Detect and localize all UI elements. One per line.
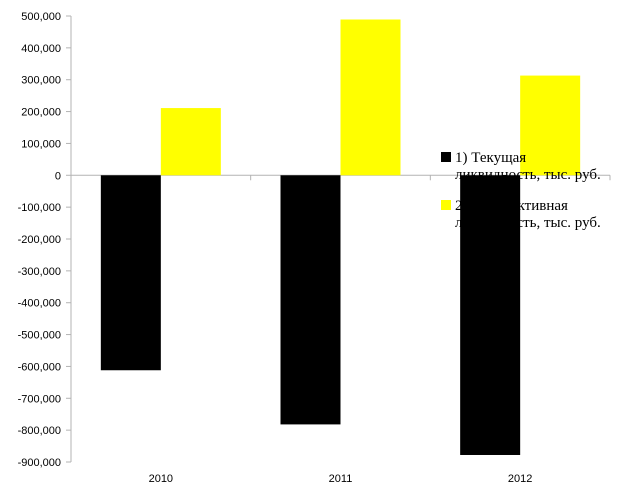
legend-label-1: 1) Текущая [455, 150, 526, 166]
y-tick-label: -300,000 [18, 266, 61, 278]
legend-label-1: ликвидность, тыс. руб. [455, 167, 601, 183]
y-tick-label: -900,000 [18, 457, 61, 469]
legend-swatch-1 [441, 152, 451, 162]
y-tick-label: -800,000 [18, 425, 61, 437]
y-tick-label: 200,000 [21, 107, 61, 119]
y-tick-label: 500,000 [21, 11, 61, 23]
legend-label-2: 2) Перспективная [455, 198, 568, 214]
y-tick-label: -500,000 [18, 330, 61, 342]
x-tick-labels: 2010 2011 2012 [149, 473, 533, 485]
y-tick-labels: 500,000 400,000 300,000 200,000 100,000 0 -100… [18, 11, 61, 469]
y-tick-label: 300,000 [21, 75, 61, 87]
y-tick-label: -400,000 [18, 298, 61, 310]
bar-2010-series-2 [160, 108, 221, 176]
legend-label-2: ликвидность, тыс. руб. [455, 215, 601, 231]
y-tick-label: -100,000 [18, 202, 61, 214]
y-tick-label: 0 [55, 170, 61, 182]
bars [100, 19, 581, 455]
bar-2012-series-1 [460, 175, 521, 455]
legend-swatch-2 [441, 200, 451, 210]
x-tick-label: 2012 [508, 473, 532, 485]
y-tick-label: -600,000 [18, 361, 61, 373]
bar-2012-series-2 [520, 75, 581, 176]
x-tick-label: 2010 [149, 473, 173, 485]
y-tick-label: 400,000 [21, 43, 61, 55]
y-tick-label: -700,000 [18, 393, 61, 405]
bar-2011-series-1 [280, 175, 341, 425]
bar-2010-series-1 [100, 175, 161, 371]
y-tick-label: 100,000 [21, 138, 61, 150]
y-tick-label: -200,000 [18, 234, 61, 246]
bar-2011-series-2 [340, 19, 401, 176]
x-tick-label: 2011 [329, 473, 353, 485]
